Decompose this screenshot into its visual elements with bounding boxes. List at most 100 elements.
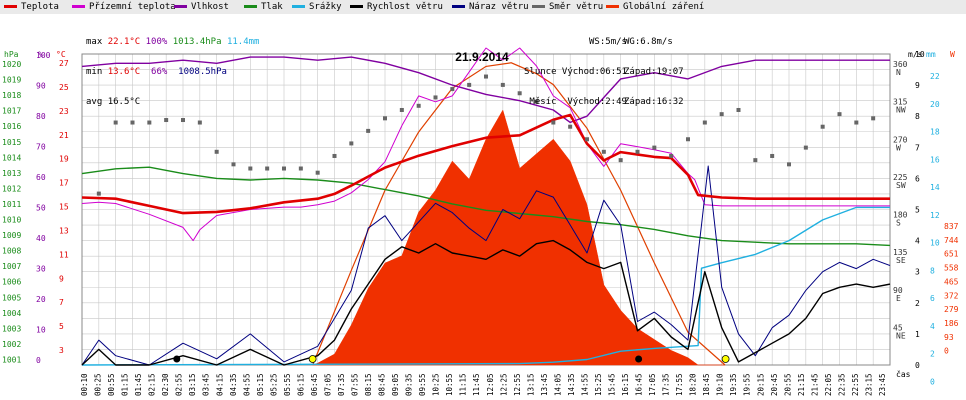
tick-time: 14:05 bbox=[553, 373, 562, 396]
avg-label: avg bbox=[86, 97, 103, 107]
tick-w: 279 bbox=[944, 305, 959, 314]
legend-label: Přízemní teplota bbox=[89, 2, 176, 12]
tick-time: 09:05 bbox=[391, 373, 400, 396]
wind-direction-point bbox=[736, 107, 741, 112]
tick-w: 0 bbox=[944, 347, 949, 356]
tick-ms: 10 bbox=[915, 50, 925, 59]
tick-time: 09:35 bbox=[405, 373, 414, 396]
tick-percent: 40 bbox=[36, 234, 46, 243]
tick-hpa: 1003 bbox=[2, 324, 21, 333]
tick-hpa: 1017 bbox=[2, 107, 21, 116]
min-press: 1008.5hPa bbox=[178, 67, 227, 77]
wind-direction-point bbox=[534, 99, 539, 104]
legend-item: Teplota bbox=[4, 2, 59, 12]
tick-time: 10:55 bbox=[445, 373, 454, 396]
legend-item: Tlak bbox=[244, 2, 283, 12]
tick-mm: 18 bbox=[930, 128, 940, 137]
wind-direction-point bbox=[214, 149, 219, 154]
tick-percent: 0 bbox=[36, 356, 41, 365]
tick-time: 22:55 bbox=[851, 373, 860, 396]
tick-celsius: 25 bbox=[59, 83, 69, 92]
wind-direction-point bbox=[282, 166, 286, 171]
radiation-theoretical-line bbox=[312, 62, 726, 366]
tick-time: 04:35 bbox=[229, 373, 238, 396]
legend-swatch bbox=[292, 5, 305, 8]
tick-ms: 6 bbox=[915, 174, 920, 183]
wind-direction-point bbox=[96, 191, 101, 196]
wind-direction-point bbox=[770, 153, 775, 158]
tick-time: 17:05 bbox=[648, 373, 657, 396]
tick-hpa: 1018 bbox=[2, 91, 21, 100]
tick-time: 07:55 bbox=[351, 373, 360, 396]
wind-direction-point bbox=[787, 162, 791, 167]
tick-time: 08:45 bbox=[378, 373, 387, 396]
tick-degree: 315 bbox=[893, 98, 908, 107]
legend-swatch bbox=[350, 5, 363, 8]
legend-label: Srážky bbox=[309, 2, 342, 12]
wind-direction-point bbox=[803, 145, 808, 150]
wind-direction-point bbox=[719, 112, 724, 117]
tick-celsius: 23 bbox=[59, 107, 69, 116]
tick-celsius: 7 bbox=[59, 298, 64, 307]
tick-time: 12:25 bbox=[499, 373, 508, 396]
max-press: 1013.4hPa bbox=[172, 37, 222, 47]
tick-time: 20:15 bbox=[756, 373, 765, 396]
wind-direction-point bbox=[433, 95, 438, 100]
legend-swatch bbox=[72, 5, 85, 8]
legend-label: Vlhkost bbox=[191, 2, 229, 12]
tick-mm: 6 bbox=[930, 294, 935, 303]
tick-w: 744 bbox=[944, 236, 959, 245]
gust-line bbox=[81, 165, 891, 366]
tick-time: 12:05 bbox=[486, 373, 495, 396]
rain-total: 11.4mm bbox=[226, 37, 260, 47]
legend-swatch bbox=[452, 5, 465, 8]
tick-time: 17:35 bbox=[662, 373, 671, 396]
tick-time: 03:45 bbox=[202, 373, 211, 396]
wind-direction-point bbox=[837, 112, 842, 117]
wind-direction-point bbox=[585, 137, 589, 142]
wind-direction-point bbox=[181, 118, 185, 123]
max-temp: 22.1°C bbox=[107, 37, 141, 47]
tick-hpa: 1011 bbox=[2, 200, 21, 209]
legend-item: Srážky bbox=[292, 2, 342, 12]
wind-direction-point bbox=[601, 149, 606, 154]
tick-time: 02:55 bbox=[175, 373, 184, 396]
tick-percent: 80 bbox=[36, 112, 46, 121]
wind-direction-point bbox=[231, 162, 236, 167]
tick-time: 18:20 bbox=[689, 373, 698, 396]
wind-speed-avg: WS:5m/s bbox=[589, 37, 627, 47]
tick-time: 09:55 bbox=[418, 373, 427, 396]
wind-direction-point bbox=[265, 166, 270, 171]
tick-celsius: 3 bbox=[59, 346, 64, 355]
tick-ms: 1 bbox=[915, 330, 920, 339]
wind-direction-point bbox=[702, 120, 707, 125]
tick-mm: 14 bbox=[930, 183, 940, 192]
tick-hpa: 1006 bbox=[2, 278, 21, 287]
tick-direction: N bbox=[896, 68, 901, 77]
tick-time: 05:15 bbox=[256, 373, 265, 396]
legend-item: Přízemní teplota bbox=[72, 2, 176, 12]
legend-item: Globální záření bbox=[606, 2, 704, 12]
tick-hpa: 1019 bbox=[2, 76, 21, 85]
wind-direction-point bbox=[332, 153, 337, 158]
tick-celsius: 15 bbox=[59, 203, 69, 212]
wind-direction-point bbox=[551, 120, 556, 125]
tick-mm: 22 bbox=[930, 72, 940, 81]
wind-direction-point bbox=[618, 158, 623, 163]
tick-hpa: 1005 bbox=[2, 293, 21, 302]
tick-ms: 8 bbox=[915, 112, 920, 121]
wind-direction-point bbox=[248, 166, 253, 171]
tick-time: 19:35 bbox=[729, 373, 738, 396]
tick-time: 06:45 bbox=[310, 373, 319, 396]
tick-direction: S bbox=[896, 219, 901, 228]
tick-time: 00:25 bbox=[94, 373, 103, 396]
wind-direction-point bbox=[669, 153, 674, 158]
tick-celsius: 17 bbox=[59, 179, 69, 188]
wind-speed-line bbox=[81, 239, 891, 366]
sun-rise: Slunce Východ:06:51 bbox=[524, 67, 627, 77]
ground-temp-line bbox=[81, 47, 890, 242]
legend-bar: Teplota Přízemní teplota Vlhkost Tlak Srážky… bbox=[0, 0, 966, 14]
tick-percent: 10 bbox=[36, 325, 46, 334]
tick-time: 01:15 bbox=[121, 373, 130, 396]
legend-swatch bbox=[174, 5, 187, 8]
